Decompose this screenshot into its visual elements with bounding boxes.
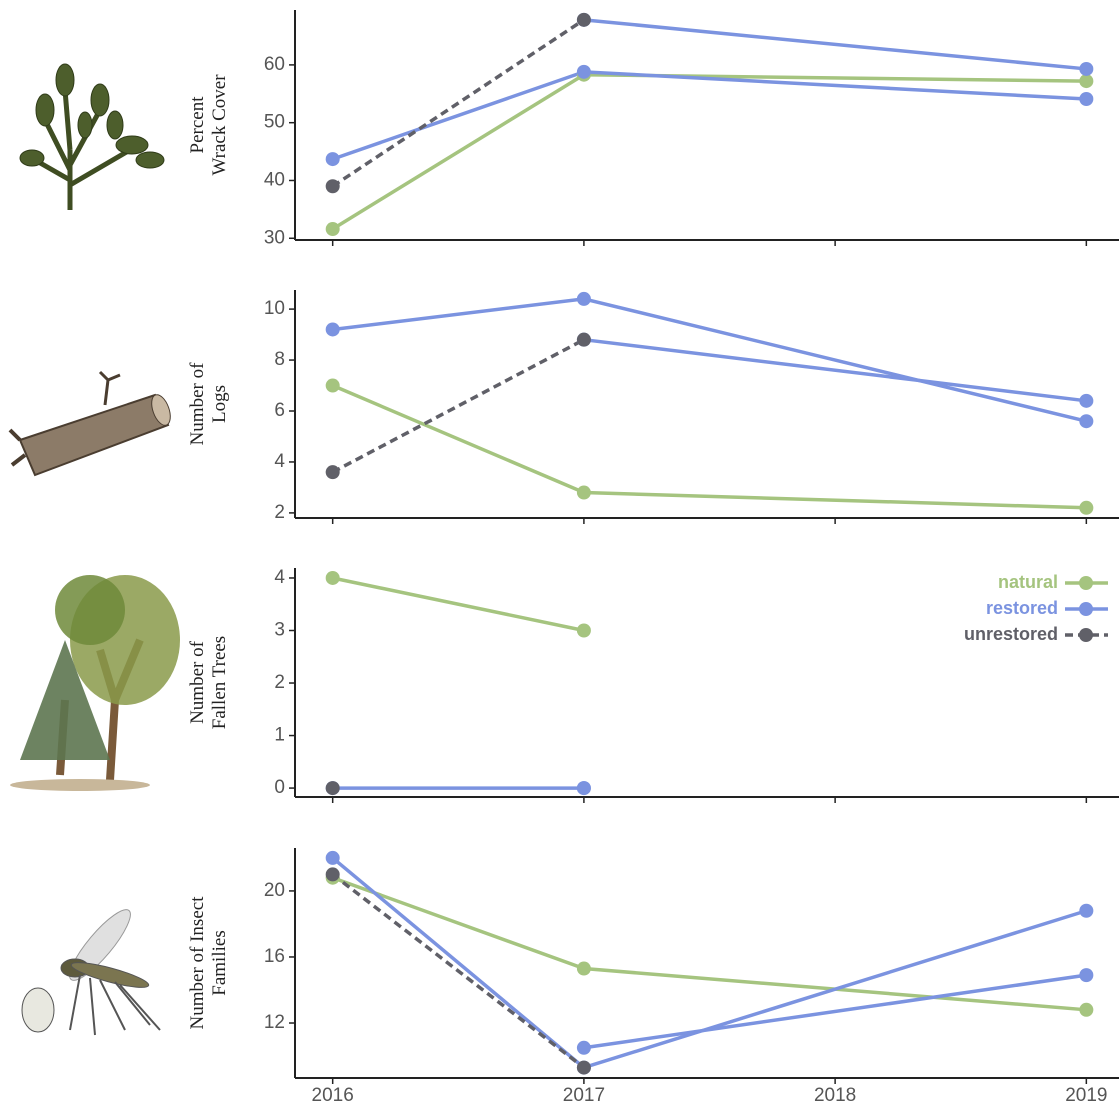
insect-illustration xyxy=(21,909,161,1036)
legend-label: unrestored xyxy=(964,624,1058,644)
data-point xyxy=(576,961,591,976)
data-point xyxy=(1079,61,1094,76)
y-axis-label-line: Percent xyxy=(187,96,208,154)
data-point xyxy=(576,485,591,500)
y-tick-label: 6 xyxy=(274,400,285,421)
y-axis-label-line: Logs xyxy=(209,385,230,423)
y-tick-label: 2 xyxy=(274,502,285,523)
data-point xyxy=(325,322,340,337)
x-tick-label: 2019 xyxy=(1065,1085,1107,1106)
y-axis-label-line: Number of Insect xyxy=(187,896,208,1030)
y-tick-label: 20 xyxy=(264,880,285,901)
data-point xyxy=(1079,91,1094,106)
series-line xyxy=(332,70,1087,161)
seaweed-illustration xyxy=(19,63,165,210)
series-line xyxy=(583,18,1087,71)
y-axis-label: Number ofFallen Trees xyxy=(187,636,230,729)
y-axis-label-line: Number of xyxy=(187,640,208,724)
x-tick-label: 2017 xyxy=(563,1085,605,1106)
y-tick-label: 50 xyxy=(264,112,285,133)
data-point xyxy=(1079,1002,1094,1017)
series-line xyxy=(332,297,1087,423)
data-point xyxy=(576,781,591,796)
data-point xyxy=(325,570,340,585)
data-point xyxy=(325,152,340,167)
data-point xyxy=(576,1040,591,1055)
y-axis-label-line: Number of xyxy=(187,362,208,446)
legend-point xyxy=(1079,576,1093,590)
series-line xyxy=(583,973,1087,1050)
data-point xyxy=(325,867,340,882)
data-point xyxy=(1079,903,1094,918)
data-point xyxy=(325,850,340,865)
data-point xyxy=(576,12,591,27)
data-point xyxy=(325,378,340,393)
y-tick-label: 30 xyxy=(264,227,285,248)
x-tick-label: 2018 xyxy=(814,1085,856,1106)
y-tick-label: 12 xyxy=(264,1012,285,1033)
data-point xyxy=(1079,500,1094,515)
data-point xyxy=(325,465,340,480)
y-tick-label: 2 xyxy=(274,672,285,693)
y-axis-label-line: Families xyxy=(209,930,230,995)
x-tick-label: 2016 xyxy=(312,1085,354,1106)
y-axis-label-line: Fallen Trees xyxy=(209,636,230,729)
y-axis-label-line: Wrack Cover xyxy=(209,74,230,176)
legend-label: natural xyxy=(998,572,1058,592)
data-point xyxy=(1079,414,1094,429)
y-tick-label: 10 xyxy=(264,298,285,319)
y-axis-label: Number ofLogs xyxy=(187,362,230,446)
series-line xyxy=(331,338,585,474)
legend-label: restored xyxy=(986,598,1058,618)
data-point xyxy=(325,222,340,237)
series-line xyxy=(332,576,585,633)
y-tick-label: 40 xyxy=(264,169,285,190)
series-line xyxy=(331,873,585,1069)
y-tick-label: 4 xyxy=(274,567,285,588)
log-illustration xyxy=(8,370,171,477)
y-axis-label: Number of InsectFamilies xyxy=(187,896,230,1030)
data-point xyxy=(576,623,591,638)
data-point xyxy=(325,179,340,194)
y-tick-label: 1 xyxy=(274,725,285,746)
y-axis-label: PercentWrack Cover xyxy=(187,74,230,176)
tree-illustration xyxy=(10,575,180,791)
legend-point xyxy=(1079,602,1093,616)
data-point xyxy=(576,64,591,79)
y-tick-label: 0 xyxy=(274,777,285,798)
data-point xyxy=(576,1060,591,1075)
series-line xyxy=(331,72,1087,231)
data-point xyxy=(576,332,591,347)
data-point xyxy=(1079,968,1094,983)
data-point xyxy=(325,781,340,796)
data-point xyxy=(1079,74,1094,89)
y-tick-label: 3 xyxy=(274,620,285,641)
y-tick-label: 60 xyxy=(264,54,285,75)
series-line xyxy=(331,383,1087,510)
data-point xyxy=(1079,393,1094,408)
series-line xyxy=(583,337,1087,403)
y-tick-label: 16 xyxy=(264,946,285,967)
y-tick-label: 4 xyxy=(274,451,285,472)
y-tick-label: 8 xyxy=(274,349,285,370)
series-line xyxy=(331,18,585,188)
legend-point xyxy=(1079,628,1093,642)
data-point xyxy=(576,291,591,306)
